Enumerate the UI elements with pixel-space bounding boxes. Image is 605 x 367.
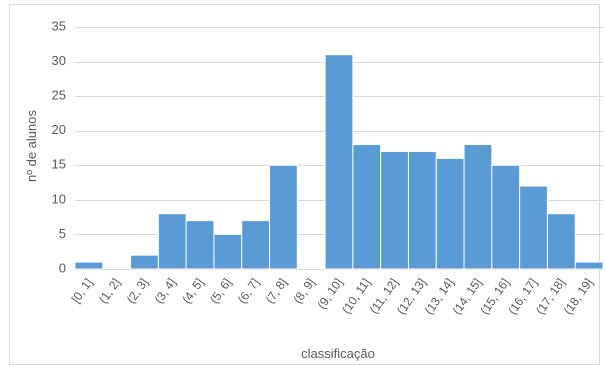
bars xyxy=(74,54,604,270)
x-axis-title: classificação xyxy=(301,346,375,361)
x-tick-label: (18, 19] xyxy=(561,276,596,317)
y-axis-title: nº de alunos xyxy=(24,110,39,182)
x-tick-label: (1, 2] xyxy=(96,276,123,306)
x-tick-label: (5, 6] xyxy=(207,276,234,306)
chart-frame xyxy=(9,4,600,365)
y-tick-label: 25 xyxy=(52,88,66,103)
bar xyxy=(324,54,354,270)
bar xyxy=(130,254,159,270)
y-tick-label: 15 xyxy=(52,157,66,172)
y-tick-label: 5 xyxy=(59,226,66,241)
y-tick-label: 0 xyxy=(59,260,66,275)
bar xyxy=(407,150,437,270)
bar xyxy=(269,164,298,270)
bar xyxy=(74,261,104,270)
bar xyxy=(157,213,187,270)
x-tick-label: (3, 4] xyxy=(152,276,179,306)
bar xyxy=(491,164,521,270)
x-tick-label: (4, 5] xyxy=(179,276,206,306)
y-tick-label: 20 xyxy=(52,122,66,137)
bar xyxy=(435,157,465,270)
y-axis-ticks: 0 5 10 15 20 25 30 35 xyxy=(52,18,66,275)
x-tick-label: (6, 7] xyxy=(235,276,262,306)
x-tick-label: (2, 3] xyxy=(124,276,151,306)
bar xyxy=(519,185,548,270)
bar xyxy=(185,220,215,270)
bar xyxy=(574,261,604,270)
bar xyxy=(352,144,382,270)
x-tick-label: (7, 8] xyxy=(263,276,290,306)
x-axis-ticks: [0, 1] (1, 2] (2, 3] (3, 4] (4, 5] (5, 6] (6, … xyxy=(69,276,596,317)
x-tick-label: (8, 9] xyxy=(291,276,318,306)
bar xyxy=(213,233,243,270)
y-tick-label: 10 xyxy=(52,191,66,206)
bar xyxy=(546,213,576,270)
bar xyxy=(380,150,409,270)
bar xyxy=(241,220,271,270)
bar xyxy=(463,144,493,270)
y-tick-label: 30 xyxy=(52,53,66,68)
x-tick-label: [0, 1] xyxy=(69,276,96,306)
y-tick-label: 35 xyxy=(52,18,66,33)
